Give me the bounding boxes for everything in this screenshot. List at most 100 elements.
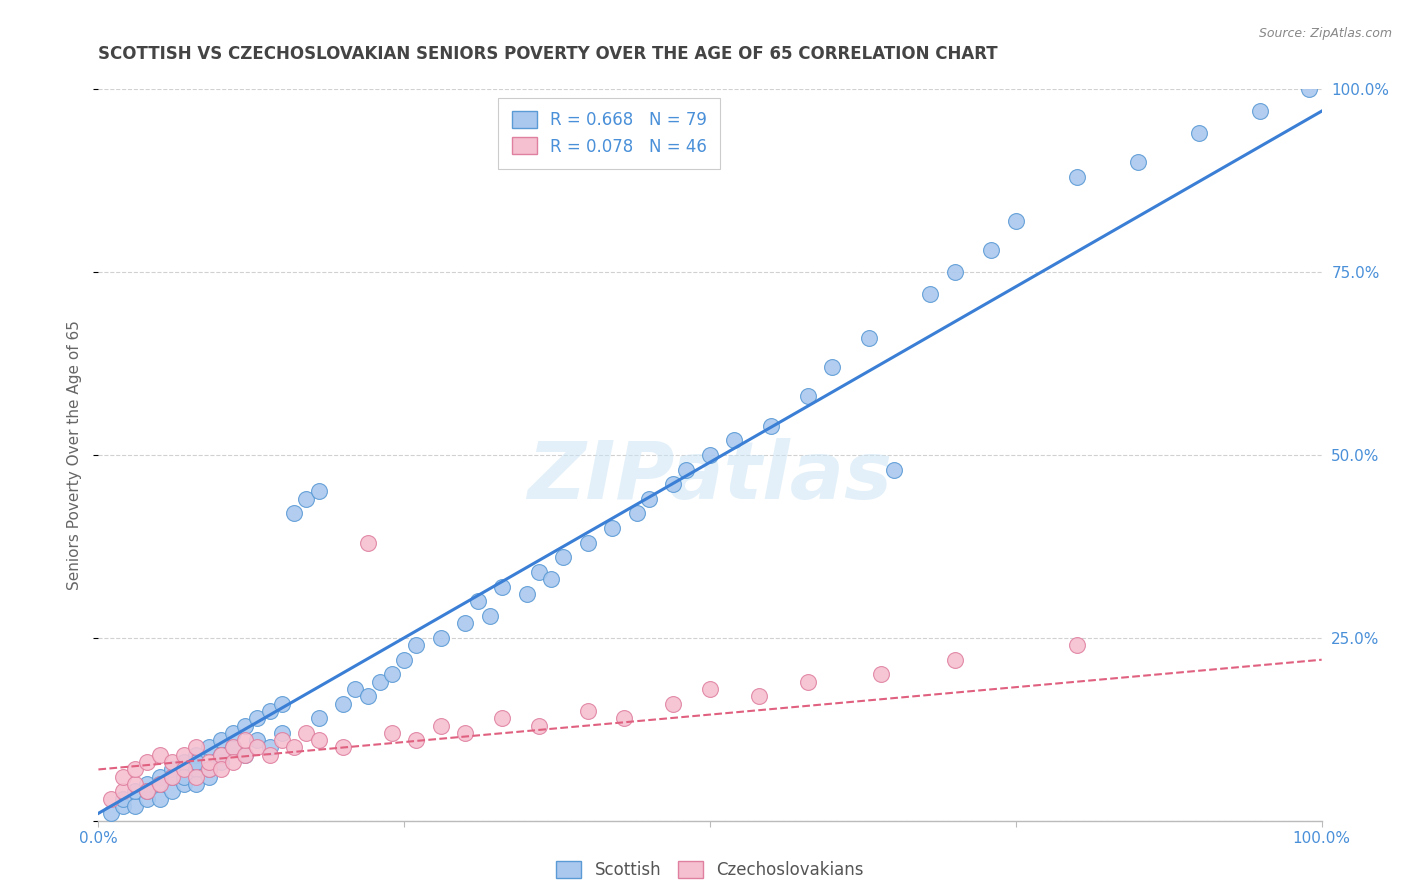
- Point: [136, 777, 159, 791]
- Point: [209, 747, 232, 762]
- Point: [699, 448, 721, 462]
- Point: [124, 777, 146, 791]
- Point: [160, 770, 183, 784]
- Point: [308, 711, 330, 725]
- Point: [478, 608, 501, 623]
- Point: [540, 572, 562, 586]
- Point: [222, 755, 245, 769]
- Point: [209, 733, 232, 747]
- Point: [233, 718, 256, 732]
- Point: [100, 791, 122, 805]
- Text: SCOTTISH VS CZECHOSLOVAKIAN SENIORS POVERTY OVER THE AGE OF 65 CORRELATION CHART: SCOTTISH VS CZECHOSLOVAKIAN SENIORS POVE…: [98, 45, 998, 62]
- Point: [111, 791, 134, 805]
- Point: [576, 704, 599, 718]
- Point: [405, 638, 427, 652]
- Point: [124, 784, 146, 798]
- Point: [748, 690, 770, 704]
- Point: [222, 740, 245, 755]
- Point: [173, 770, 195, 784]
- Point: [1066, 169, 1088, 184]
- Point: [1188, 126, 1211, 140]
- Point: [943, 653, 966, 667]
- Point: [124, 799, 146, 814]
- Point: [149, 770, 172, 784]
- Point: [124, 763, 146, 777]
- Point: [222, 740, 245, 755]
- Point: [600, 521, 623, 535]
- Point: [381, 667, 404, 681]
- Point: [259, 747, 281, 762]
- Point: [149, 777, 172, 791]
- Point: [209, 763, 232, 777]
- Point: [527, 565, 550, 579]
- Point: [662, 697, 685, 711]
- Point: [136, 791, 159, 805]
- Point: [186, 747, 208, 762]
- Point: [197, 740, 219, 755]
- Point: [1249, 104, 1271, 119]
- Point: [1066, 638, 1088, 652]
- Point: [821, 360, 844, 375]
- Point: [883, 462, 905, 476]
- Point: [308, 484, 330, 499]
- Point: [527, 718, 550, 732]
- Point: [761, 418, 783, 433]
- Point: [638, 491, 661, 506]
- Point: [270, 697, 294, 711]
- Point: [797, 389, 820, 403]
- Point: [246, 740, 269, 755]
- Point: [246, 733, 269, 747]
- Point: [222, 726, 245, 740]
- Point: [870, 667, 893, 681]
- Point: [111, 770, 134, 784]
- Point: [344, 681, 367, 696]
- Point: [173, 755, 195, 769]
- Point: [723, 434, 745, 448]
- Point: [270, 726, 294, 740]
- Point: [626, 507, 648, 521]
- Point: [454, 726, 477, 740]
- Point: [149, 777, 172, 791]
- Point: [136, 784, 159, 798]
- Point: [368, 674, 391, 689]
- Point: [1128, 155, 1150, 169]
- Point: [173, 777, 195, 791]
- Point: [111, 784, 134, 798]
- Point: [920, 287, 942, 301]
- Point: [173, 747, 195, 762]
- Point: [186, 777, 208, 791]
- Point: [613, 711, 636, 725]
- Point: [209, 755, 232, 769]
- Y-axis label: Seniors Poverty Over the Age of 65: Seniors Poverty Over the Age of 65: [67, 320, 83, 590]
- Point: [356, 690, 378, 704]
- Point: [1004, 214, 1026, 228]
- Point: [356, 535, 378, 549]
- Point: [259, 740, 281, 755]
- Point: [259, 704, 281, 718]
- Point: [332, 697, 354, 711]
- Point: [491, 711, 513, 725]
- Point: [186, 763, 208, 777]
- Point: [111, 799, 134, 814]
- Point: [858, 331, 880, 345]
- Point: [246, 711, 269, 725]
- Point: [1298, 82, 1320, 96]
- Point: [980, 243, 1002, 257]
- Point: [197, 763, 219, 777]
- Point: [491, 580, 513, 594]
- Point: [392, 653, 416, 667]
- Point: [943, 265, 966, 279]
- Text: ZIPatlas: ZIPatlas: [527, 438, 893, 516]
- Point: [136, 755, 159, 769]
- Point: [699, 681, 721, 696]
- Point: [797, 674, 820, 689]
- Point: [332, 740, 354, 755]
- Point: [381, 726, 404, 740]
- Point: [160, 763, 183, 777]
- Point: [160, 784, 183, 798]
- Point: [233, 747, 256, 762]
- Point: [454, 616, 477, 631]
- Point: [233, 733, 256, 747]
- Point: [197, 763, 219, 777]
- Point: [430, 718, 453, 732]
